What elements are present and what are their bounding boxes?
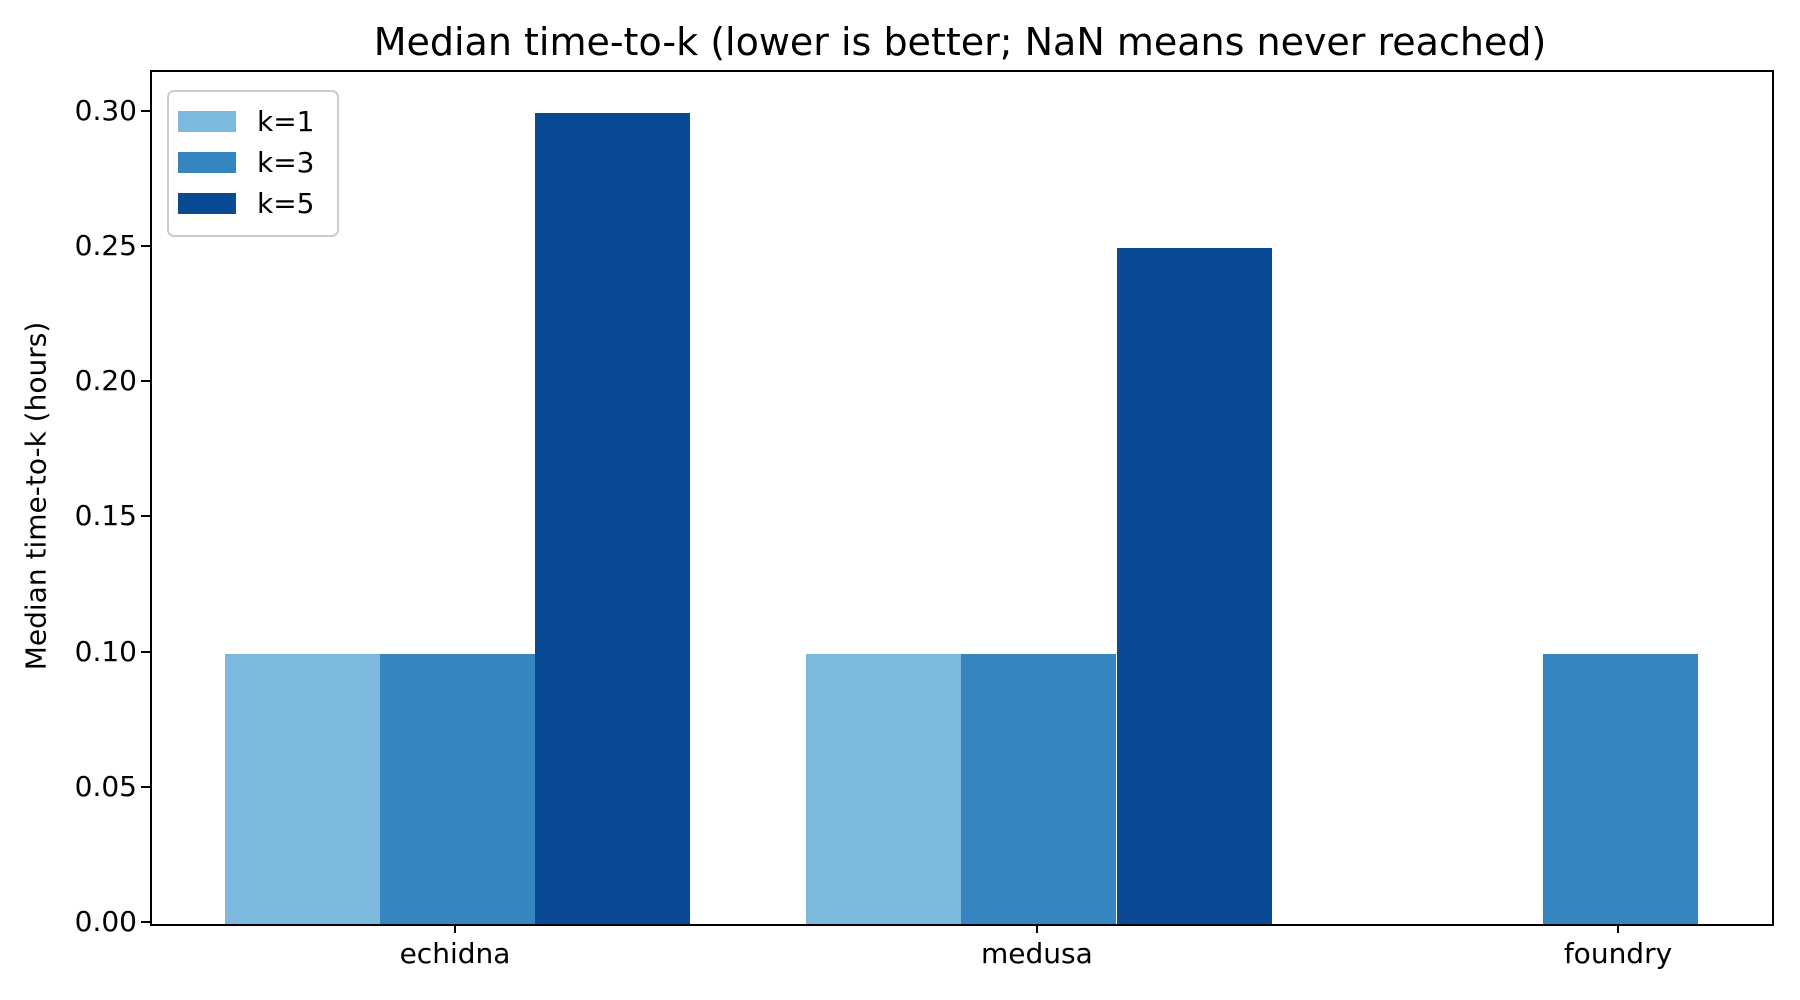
legend-swatch-k5 — [178, 193, 236, 214]
y-tick-mark-0.30 — [141, 109, 150, 112]
bar-foundry-k3 — [1542, 653, 1698, 924]
x-tick-label-medusa: medusa — [981, 937, 1093, 970]
legend-item-k3: k=3 — [178, 142, 315, 183]
y-tick-label-0.25: 0.25 — [74, 228, 137, 262]
x-tick-label-echidna: echidna — [399, 937, 511, 970]
plot-area: k=1 k=3 k=5 — [150, 70, 1774, 926]
bar-medusa-k5 — [1116, 247, 1272, 924]
legend-item-k1: k=1 — [178, 101, 315, 142]
x-tick-mark-foundry — [1617, 924, 1619, 933]
y-tick-label-0.05: 0.05 — [74, 769, 137, 803]
x-tick-mark-echidna — [454, 924, 456, 933]
bar-echidna-k5 — [534, 112, 690, 924]
legend: k=1 k=3 k=5 — [167, 90, 339, 237]
y-tick-label-0.15: 0.15 — [74, 499, 137, 533]
y-tick-mark-0.10 — [141, 650, 150, 653]
bar-medusa-k1 — [806, 653, 962, 924]
y-tick-label-0.30: 0.30 — [74, 93, 137, 127]
y-tick-label-0.20: 0.20 — [74, 364, 137, 397]
chart-title: Median time-to-k (lower is better; NaN m… — [373, 20, 1547, 64]
bar-echidna-k3 — [379, 653, 535, 924]
y-tick-mark-0.15 — [141, 515, 150, 518]
legend-label-k3: k=3 — [257, 145, 315, 179]
legend-label-k1: k=1 — [257, 104, 315, 138]
y-tick-mark-0.00 — [141, 921, 150, 923]
bar-echidna-k1 — [224, 653, 380, 924]
x-tick-mark-medusa — [1035, 924, 1038, 933]
legend-swatch-k3 — [178, 152, 236, 173]
y-tick-label-0.10: 0.10 — [74, 634, 137, 668]
y-tick-label-0.00: 0.00 — [74, 905, 137, 938]
legend-swatch-k1 — [178, 111, 236, 132]
legend-item-k5: k=5 — [178, 183, 315, 224]
legend-label-k5: k=5 — [257, 186, 315, 220]
y-tick-mark-0.05 — [141, 785, 150, 788]
bar-medusa-k3 — [961, 653, 1117, 924]
y-tick-mark-0.25 — [141, 244, 150, 247]
y-tick-mark-0.20 — [141, 380, 150, 382]
x-tick-label-foundry: foundry — [1563, 937, 1673, 970]
